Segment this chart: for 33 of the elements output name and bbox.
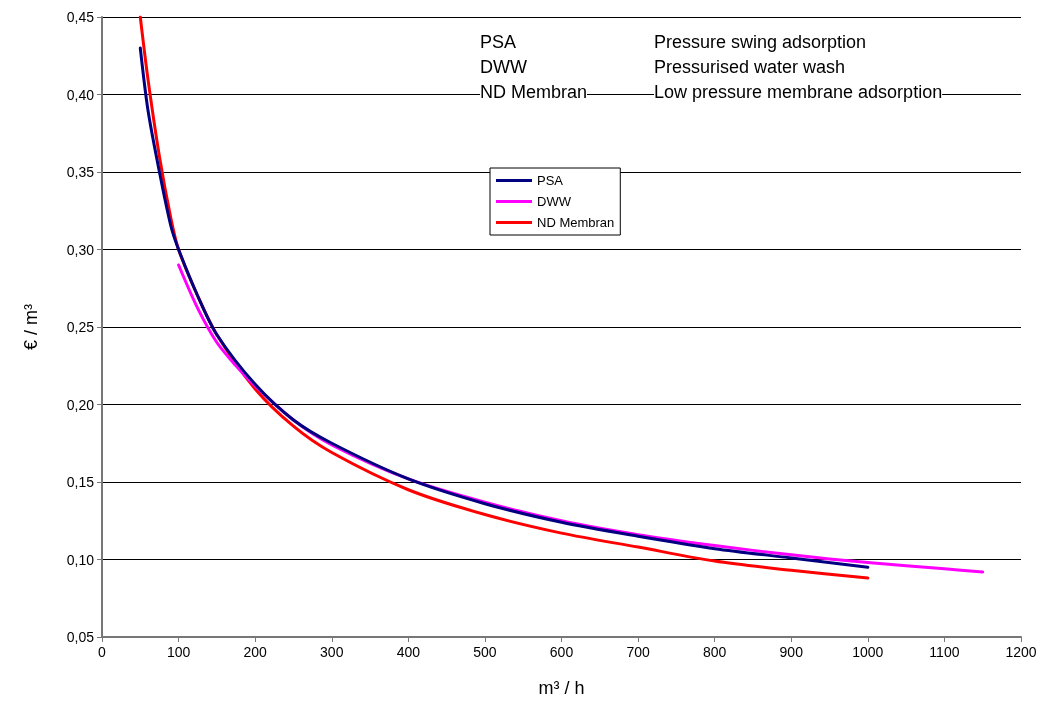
x-tick-label: 1000 (852, 644, 884, 660)
y-tick-label: 0,45 (66, 9, 95, 25)
x-tick-label: 900 (779, 644, 804, 660)
y-tick-label: 0,35 (66, 164, 95, 180)
y-tick-label: 0,25 (66, 319, 95, 335)
y-tick-label: 0,10 (66, 551, 95, 568)
x-tick-label: 300 (320, 644, 344, 660)
x-tick-label: 100 (166, 644, 191, 660)
annotation: PSA (480, 32, 517, 52)
x-tick-label: 400 (396, 644, 421, 660)
x-axis-title: m³ / h (538, 678, 585, 698)
annotation: DWW (480, 57, 527, 77)
y-tick-label: 0,20 (66, 396, 95, 413)
legend-label: DWW (537, 194, 572, 209)
x-tick-label: 200 (243, 644, 268, 660)
legend-label: ND Membran (537, 215, 615, 230)
annotation: Low pressure membrane adsorption (654, 82, 943, 102)
x-tick-label: 1100 (929, 644, 960, 660)
annotation: Pressurised water wash (654, 57, 846, 77)
y-tick-label: 0,30 (66, 241, 95, 258)
annotation: Pressure swing adsorption (654, 32, 867, 52)
annotation: ND Membran (480, 82, 588, 102)
y-tick-label: 0,15 (66, 474, 95, 490)
legend-label: PSA (537, 173, 564, 188)
x-tick-label: 1200 (1005, 644, 1037, 660)
x-tick-label: 500 (473, 644, 497, 660)
x-tick-label: 600 (549, 644, 574, 660)
y-tick-label: 0,05 (66, 629, 95, 645)
y-tick-label: 0,40 (66, 86, 95, 103)
x-tick-label: 0 (98, 644, 107, 660)
x-tick-label: 800 (702, 644, 727, 660)
y-axis-title: € / m³ (21, 303, 41, 351)
x-tick-label: 700 (626, 644, 650, 660)
